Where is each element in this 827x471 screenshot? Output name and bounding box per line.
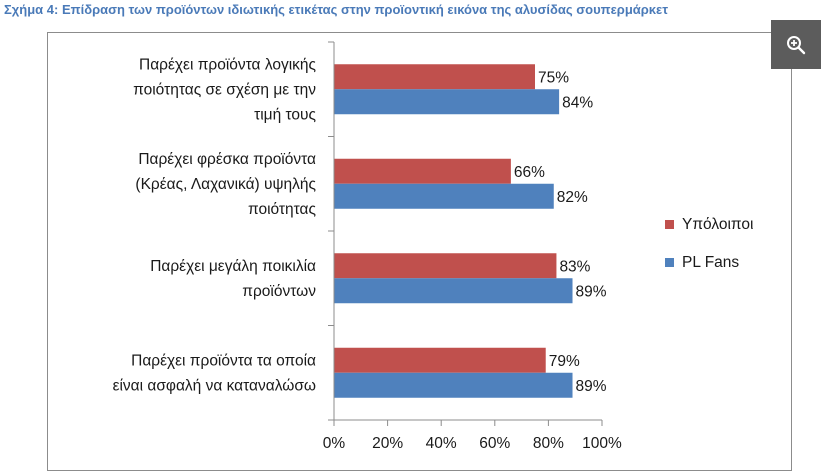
data-label: 84% xyxy=(562,94,593,111)
legend-label: PL Fans xyxy=(682,254,739,271)
data-label: 89% xyxy=(576,378,607,395)
figure-title: Σχήμα 4: Επίδραση των προϊόντων ιδιωτική… xyxy=(4,2,669,17)
data-label: 89% xyxy=(576,283,607,300)
bar-pl-fans xyxy=(334,278,573,304)
data-label: 82% xyxy=(557,189,588,206)
bar-ypoloipoi xyxy=(334,158,511,184)
x-tick-label: 0% xyxy=(323,435,346,452)
legend-swatch xyxy=(665,220,674,229)
category-label: ποιότητας xyxy=(248,201,316,218)
zoom-in-icon xyxy=(787,35,806,54)
data-label: 83% xyxy=(559,258,590,275)
x-tick-label: 60% xyxy=(479,435,510,452)
data-label: 79% xyxy=(549,353,580,370)
bar-ypoloipoi xyxy=(334,347,546,373)
legend-label: Υπόλοιποι xyxy=(682,216,753,233)
bar-pl-fans xyxy=(334,183,554,209)
bar-ypoloipoi xyxy=(334,253,557,279)
category-label: Παρέχει μεγάλη ποικιλία xyxy=(150,258,316,275)
category-label: (Κρέας, Λαχανικά) υψηλής xyxy=(135,176,316,193)
bar-pl-fans xyxy=(334,89,560,115)
x-tick-label: 80% xyxy=(533,435,564,452)
category-label: Παρέχει φρέσκα προϊόντα xyxy=(138,151,316,168)
data-label: 66% xyxy=(514,164,545,181)
category-label: Παρέχει προϊόντα τα οποία xyxy=(131,352,316,369)
data-label: 75% xyxy=(538,69,569,86)
category-label: τιμή τους xyxy=(254,106,316,123)
zoom-button[interactable] xyxy=(771,20,821,69)
x-tick-label: 100% xyxy=(582,435,622,452)
bar-ypoloipoi xyxy=(334,64,535,90)
chart-frame xyxy=(47,32,792,471)
category-label: είναι ασφαλή να καταναλώσω xyxy=(113,377,316,394)
x-tick-label: 20% xyxy=(372,435,403,452)
category-label: προϊόντων xyxy=(242,283,316,300)
category-label: Παρέχει προϊόντα λογικής xyxy=(139,56,316,73)
category-label: ποιότητας σε σχέση με την xyxy=(133,81,316,98)
x-tick-label: 40% xyxy=(426,435,457,452)
legend-swatch xyxy=(665,258,674,267)
bar-pl-fans xyxy=(334,372,573,398)
